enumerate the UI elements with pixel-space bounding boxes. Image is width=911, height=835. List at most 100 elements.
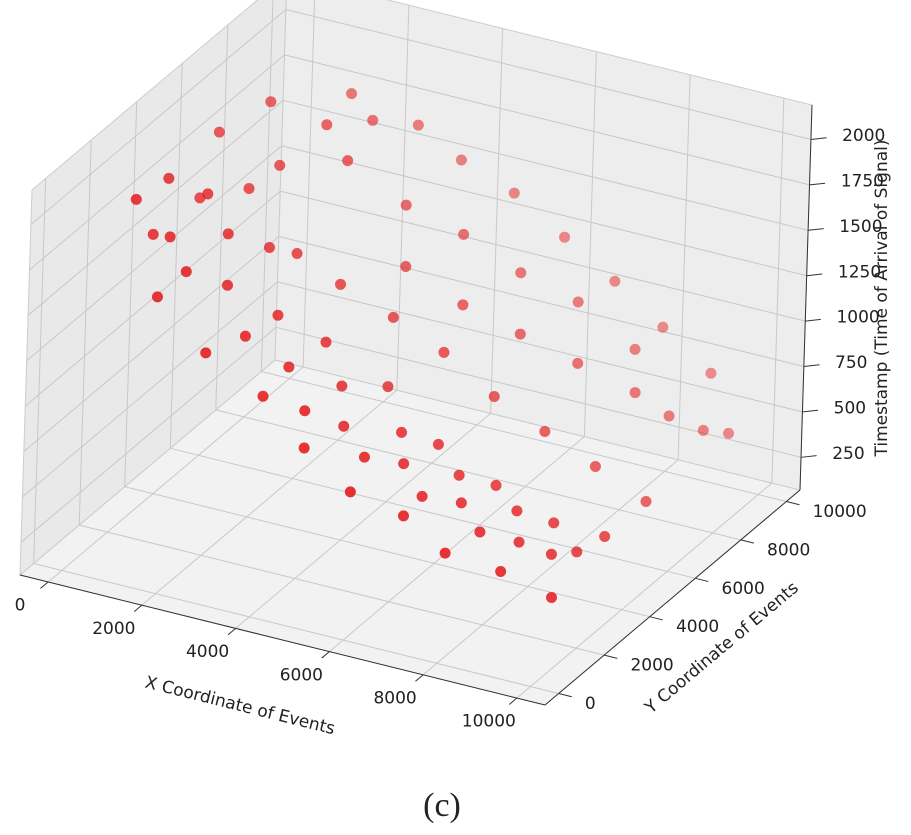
- grid-line: [516, 482, 773, 699]
- tick-mark: [415, 674, 424, 682]
- tick-mark: [604, 654, 618, 659]
- point: [629, 387, 641, 399]
- point: [511, 505, 523, 517]
- z-tick-label: 1500: [839, 217, 882, 237]
- tick-mark: [133, 604, 143, 613]
- grid-line: [30, 9, 287, 225]
- z-tick-label: 2000: [842, 126, 885, 146]
- y-tick-label: 0: [585, 694, 596, 714]
- tick-mark: [808, 228, 824, 231]
- point: [387, 311, 399, 323]
- tick-mark: [321, 651, 330, 659]
- point: [213, 126, 225, 138]
- tick-mark: [558, 692, 572, 698]
- point: [416, 490, 428, 502]
- tick-mark: [805, 318, 821, 322]
- tick-mark: [740, 539, 755, 544]
- z-tick-label: 250: [832, 444, 864, 464]
- point: [629, 343, 641, 355]
- point: [336, 380, 348, 392]
- z-tick-label: 750: [835, 353, 867, 373]
- z-tick-label: 1750: [841, 172, 884, 192]
- grid-line: [260, 0, 274, 372]
- point: [609, 275, 621, 287]
- point: [400, 260, 412, 272]
- y-tick-label: 6000: [722, 579, 765, 599]
- grid-line: [27, 99, 284, 316]
- grid-line: [281, 145, 807, 277]
- tick-mark: [800, 455, 817, 458]
- grid-line: [235, 413, 491, 629]
- point: [515, 267, 527, 279]
- point: [571, 546, 583, 558]
- point: [572, 296, 584, 308]
- x-tick-label: 10000: [462, 712, 516, 732]
- point: [453, 469, 465, 481]
- point: [130, 193, 142, 205]
- x-tick-label: 2000: [92, 619, 135, 639]
- x-tick-label: 6000: [280, 665, 323, 685]
- point: [147, 228, 159, 240]
- point: [640, 496, 652, 508]
- y-tick-label: 4000: [676, 617, 719, 637]
- point: [239, 330, 251, 342]
- grid-line: [329, 436, 585, 652]
- point: [342, 155, 354, 167]
- point: [705, 367, 717, 379]
- axis-line: [544, 489, 801, 706]
- z-tick-label: 1000: [836, 308, 879, 328]
- point: [382, 381, 394, 393]
- point: [545, 548, 557, 560]
- grid-line: [261, 371, 787, 503]
- grid-line: [396, 5, 410, 391]
- grid-line: [583, 51, 597, 437]
- point: [599, 531, 611, 543]
- grid-line: [33, 178, 47, 564]
- grid-line: [33, 562, 559, 694]
- point: [257, 390, 269, 402]
- point: [299, 405, 311, 417]
- grid-line: [302, 0, 316, 367]
- grid-line: [78, 140, 92, 526]
- point: [151, 291, 163, 303]
- point: [283, 361, 295, 373]
- point: [495, 566, 507, 578]
- grid-line: [215, 24, 229, 410]
- tick-mark: [227, 628, 236, 636]
- point: [548, 517, 560, 529]
- grid-line: [169, 63, 183, 449]
- grid-line: [141, 389, 398, 606]
- tick-mark: [40, 581, 49, 589]
- z-axis-label: Timestamp (Time of Arrival of Signal): [872, 139, 892, 457]
- point: [474, 526, 486, 538]
- axis-line: [799, 104, 813, 491]
- z-tick-label: 500: [834, 399, 866, 419]
- point: [298, 442, 310, 454]
- point: [697, 424, 709, 436]
- caption: (c): [423, 787, 461, 824]
- grid-line: [677, 74, 691, 460]
- point: [346, 88, 358, 100]
- point: [488, 391, 500, 403]
- y-tick-label: 8000: [767, 540, 810, 560]
- point: [321, 119, 333, 131]
- point: [200, 347, 212, 359]
- point: [396, 426, 408, 438]
- tick-mark: [803, 364, 820, 368]
- point: [546, 591, 558, 603]
- tick-mark: [810, 137, 827, 141]
- grid-line: [215, 409, 741, 541]
- point: [335, 278, 347, 290]
- x-tick-label: 8000: [373, 688, 416, 708]
- point: [164, 231, 176, 243]
- grid-line: [275, 326, 802, 458]
- axis-line: [19, 574, 546, 706]
- point: [723, 427, 735, 439]
- point: [439, 547, 451, 559]
- grid-line: [26, 145, 283, 362]
- point: [320, 336, 332, 348]
- point: [265, 96, 277, 108]
- point: [657, 321, 669, 333]
- point: [397, 510, 409, 522]
